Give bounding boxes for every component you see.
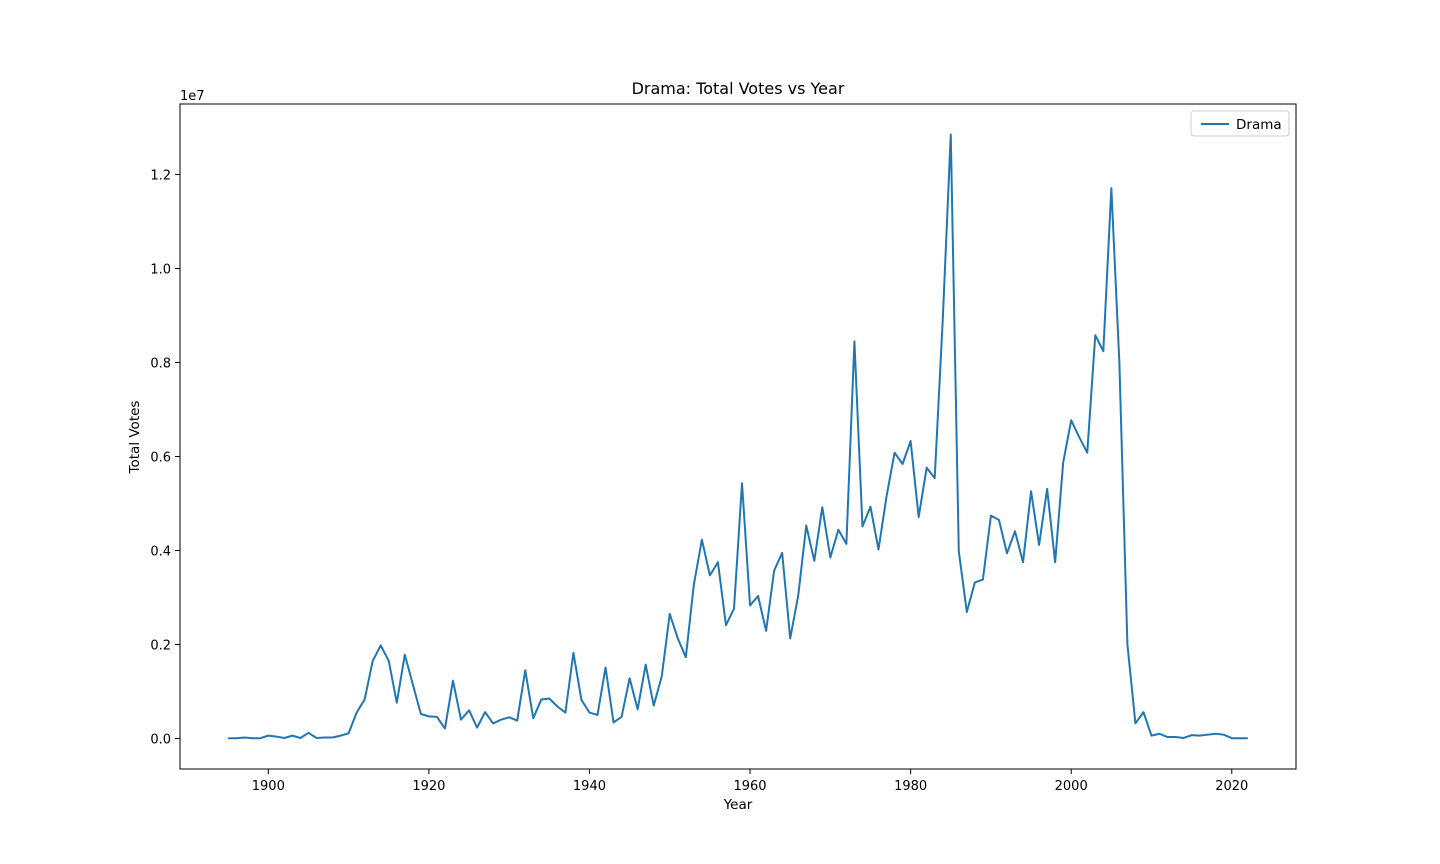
y-tick-label: 0.4 xyxy=(150,544,171,559)
x-tick-label: 2000 xyxy=(1055,779,1088,794)
chart-title: Drama: Total Votes vs Year xyxy=(632,79,845,98)
y-tick-label: 1.2 xyxy=(150,168,171,183)
plot-frame xyxy=(179,103,1297,770)
plot-area: 1900 1920 1940 1960 1980 2000 2020 0.0 0.2 0.4 0.6… xyxy=(150,103,1297,794)
x-tick-label: 1980 xyxy=(894,779,927,794)
y-tick-label: 0.2 xyxy=(150,638,171,653)
legend-label: Drama xyxy=(1236,117,1282,133)
y-tick-label: 1.0 xyxy=(150,262,171,277)
x-axis-label: Year xyxy=(723,797,753,813)
y-axis-label: Total Votes xyxy=(127,401,143,475)
x-tick-label: 2020 xyxy=(1215,779,1248,794)
y-tick-label: 0.0 xyxy=(150,732,171,747)
legend: Drama xyxy=(1190,110,1290,137)
y-tick-label: 0.8 xyxy=(150,356,171,371)
x-tick-label: 1960 xyxy=(733,779,766,794)
x-tick-label: 1940 xyxy=(573,779,606,794)
series-line-0 xyxy=(228,133,1248,740)
y-scale-exponent: 1e7 xyxy=(180,89,205,104)
y-tick-label: 0.6 xyxy=(150,450,171,465)
x-tick-label: 1900 xyxy=(252,779,285,794)
legend-box xyxy=(1190,110,1290,137)
x-tick-label: 1920 xyxy=(412,779,445,794)
